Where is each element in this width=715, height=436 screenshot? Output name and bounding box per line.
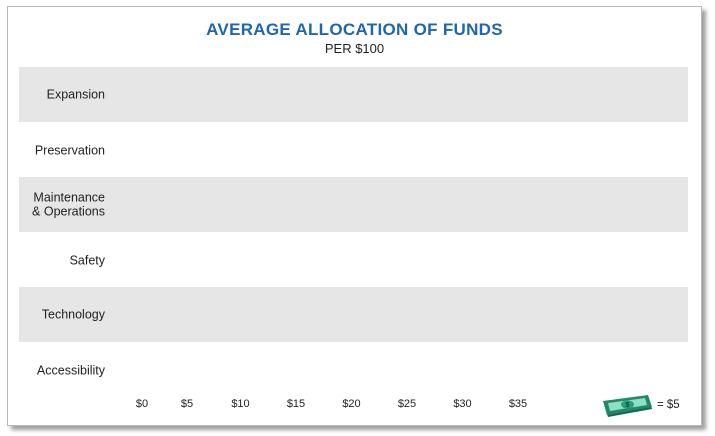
x-tick-label: $35 [509, 398, 527, 410]
category-label: Maintenance & Operations [32, 191, 105, 219]
x-tick-label: $20 [342, 398, 360, 410]
dollar-bill-icon [273, 140, 322, 163]
row-band [19, 287, 688, 342]
dollar-bill-icon [328, 140, 378, 163]
x-tick-label: $25 [398, 398, 416, 410]
dollar-bill-icon [439, 140, 472, 163]
row-band [19, 177, 688, 232]
category-label: Preservation [35, 144, 105, 158]
category-label: Expansion [47, 88, 105, 102]
dollar-bill-icon [217, 250, 267, 273]
chart-subtitle: PER $100 [324, 41, 385, 56]
legend: = $5 [603, 395, 680, 417]
x-tick-label: $10 [231, 398, 249, 410]
dollar-bill-icon [384, 140, 433, 163]
x-tick-label: $15 [287, 398, 305, 410]
chart-title: AVERAGE ALLOCATION OF FUNDS [206, 20, 503, 39]
dollar-bill-icon [217, 140, 267, 163]
chart-card: AVERAGE ALLOCATION OF FUNDS PER $100 $ E… [7, 6, 702, 426]
dollar-bill-icon [162, 140, 211, 163]
dollar-bill-icon [162, 360, 211, 383]
x-tick-label: $5 [181, 398, 193, 410]
category-label: Technology [42, 308, 106, 322]
legend-label: = $5 [657, 399, 680, 411]
category-label: Safety [70, 254, 106, 268]
x-tick-label: $0 [136, 398, 148, 410]
x-tick-label: $30 [453, 398, 471, 410]
legend-bill-icon [603, 395, 652, 417]
dollar-bill-icon [273, 250, 289, 273]
category-label: Accessibility [37, 364, 106, 378]
row-band [19, 67, 688, 122]
dollar-bill-icon [162, 250, 211, 273]
